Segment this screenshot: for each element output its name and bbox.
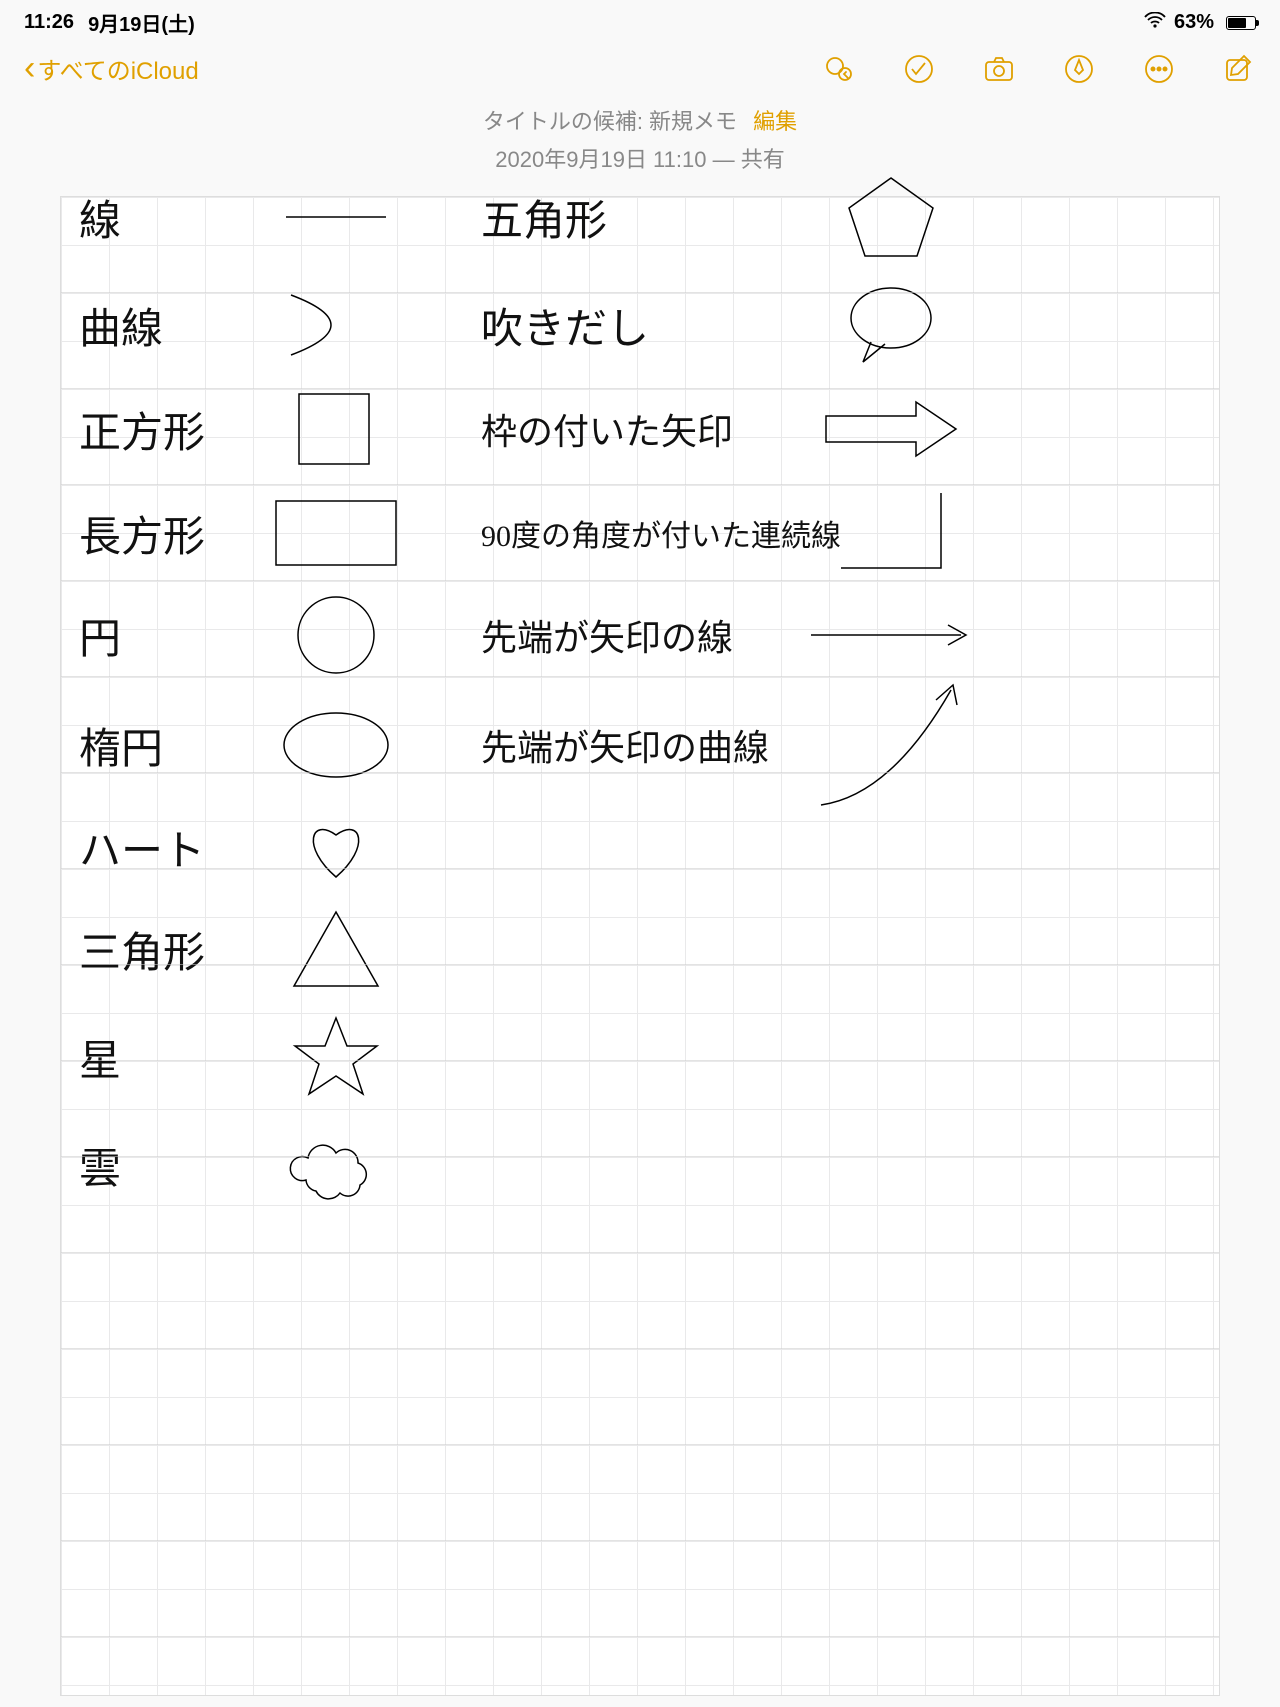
more-icon[interactable] — [1142, 52, 1176, 86]
label-ellipse: 楕円 — [79, 715, 163, 776]
battery-percent: 63% — [1174, 11, 1214, 34]
shape-star — [261, 1012, 411, 1102]
label-circle: 円 — [79, 605, 121, 666]
chevron-left-icon: ‹ — [24, 58, 35, 78]
shape-blockarrow — [801, 394, 981, 464]
label-curve: 曲線 — [79, 295, 163, 356]
status-date: 9月19日(土) — [88, 8, 195, 37]
shape-cloud — [261, 1125, 411, 1205]
nav-bar: ‹ すべてのiCloud — [0, 41, 1280, 104]
label-star: 星 — [79, 1027, 121, 1088]
battery-fill — [1228, 18, 1246, 28]
shape-speech — [801, 280, 981, 370]
label-pentagon: 五角形 — [481, 187, 607, 248]
label-blockarrow: 枠の付いた矢印 — [481, 403, 733, 455]
shape-line — [261, 197, 411, 237]
share-collaborate-icon[interactable] — [822, 52, 856, 86]
shape-arrowcurve — [801, 675, 981, 815]
note-timestamp: 2020年9月19日 11:10 — 共有 — [0, 142, 1280, 174]
shape-ellipse — [261, 705, 411, 785]
title-suggestion: タイトルの候補: 新規メモ — [483, 109, 737, 134]
status-time: 11:26 — [24, 11, 74, 34]
shape-arrowline — [801, 615, 981, 655]
back-button[interactable]: ‹ すべてのiCloud — [24, 51, 199, 86]
toolbar — [822, 52, 1256, 86]
camera-icon[interactable] — [982, 52, 1016, 86]
label-cloud: 雲 — [79, 1135, 121, 1196]
label-rightangle: 90度の角度が付いた連続線 — [481, 511, 841, 555]
compose-icon[interactable] — [1222, 52, 1256, 86]
shape-rect — [261, 493, 411, 573]
shape-pentagon — [801, 172, 981, 262]
label-rect: 長方形 — [79, 503, 205, 564]
status-bar: 11:26 9月19日(土) 63% — [0, 0, 1280, 41]
label-arrowcurve: 先端が矢印の曲線 — [481, 719, 769, 771]
label-square: 正方形 — [79, 399, 205, 460]
label-speech: 吹きだし — [481, 295, 649, 356]
shape-triangle — [261, 904, 411, 994]
label-arrowline: 先端が矢印の線 — [481, 609, 733, 661]
wifi-icon — [1144, 11, 1166, 34]
label-triangle: 三角形 — [79, 919, 205, 980]
shape-circle — [261, 590, 411, 680]
shape-curve — [261, 285, 411, 365]
markup-pen-icon[interactable] — [1062, 52, 1096, 86]
shape-rightangle — [801, 488, 981, 578]
note-meta: タイトルの候補: 新規メモ 編集 2020年9月19日 11:10 — 共有 — [0, 104, 1280, 184]
edit-link[interactable]: 編集 — [753, 109, 797, 134]
label-heart: ハート — [79, 817, 205, 878]
label-line: 線 — [79, 187, 121, 248]
back-label: すべてのiCloud — [37, 51, 198, 86]
checkmark-circle-icon[interactable] — [902, 52, 936, 86]
note-canvas[interactable]: 線 曲線 正方形 長方形 円 楕円 ハート 三角形 星 雲 五角形 — [60, 196, 1220, 1696]
shape-square — [261, 389, 411, 469]
battery-icon — [1226, 16, 1256, 30]
shape-heart — [261, 807, 411, 887]
